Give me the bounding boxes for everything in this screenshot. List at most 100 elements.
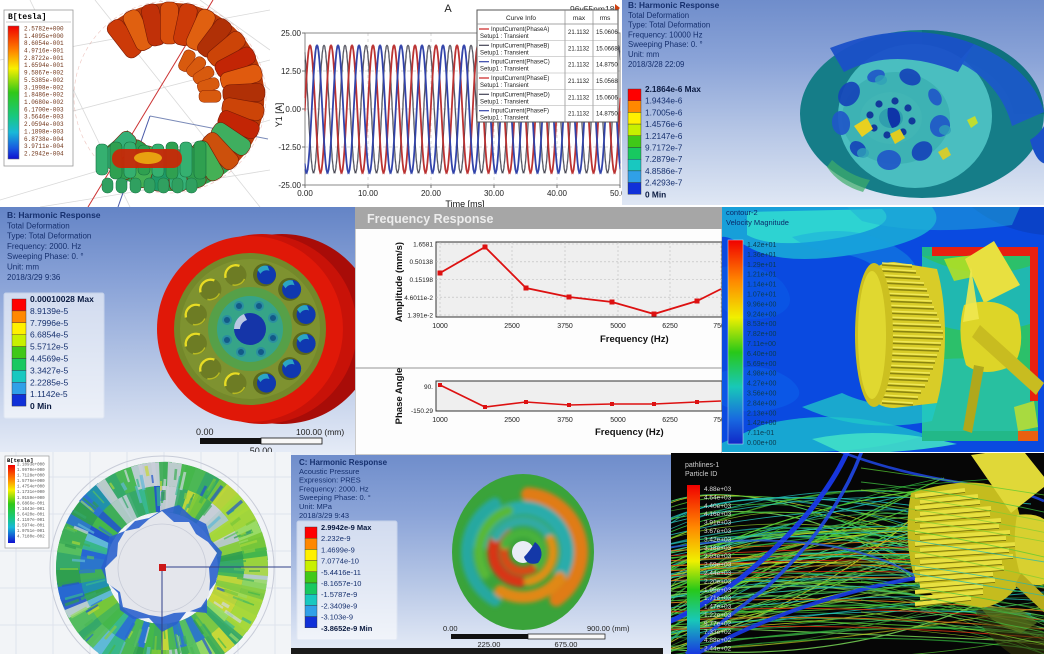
svg-text:InputCurrent(PhaseD): InputCurrent(PhaseD) xyxy=(491,92,550,98)
svg-text:Phase Angle: Phase Angle xyxy=(394,368,405,425)
svg-text:1.95e+03: 1.95e+03 xyxy=(704,587,732,594)
svg-text:Curve Info: Curve Info xyxy=(506,15,536,22)
svg-text:2.20e+03: 2.20e+03 xyxy=(704,578,732,585)
svg-text:21.1132: 21.1132 xyxy=(568,112,590,118)
svg-text:15.0606: 15.0606 xyxy=(596,30,618,36)
svg-text:Y1 [A]: Y1 [A] xyxy=(274,103,284,128)
svg-text:1.0159e+000: 1.0159e+000 xyxy=(17,497,45,501)
svg-text:Setup1 : Transient: Setup1 : Transient xyxy=(480,67,529,73)
svg-text:9.24e+00: 9.24e+00 xyxy=(747,311,776,318)
svg-text:3750: 3750 xyxy=(557,417,573,424)
svg-text:15.0668: 15.0668 xyxy=(596,46,618,52)
svg-text:1.0680e-002: 1.0680e-002 xyxy=(24,99,64,106)
svg-text:15.0606: 15.0606 xyxy=(596,95,618,101)
svg-text:0.00: 0.00 xyxy=(285,105,301,114)
svg-text:InputCurrent(PhaseE): InputCurrent(PhaseE) xyxy=(491,76,549,82)
svg-text:Type: Total Deformation: Type: Total Deformation xyxy=(628,21,710,30)
svg-text:rms: rms xyxy=(600,15,612,22)
svg-text:Expression: PRES: Expression: PRES xyxy=(299,476,361,485)
svg-text:7.2879e-7: 7.2879e-7 xyxy=(645,154,683,164)
svg-text:14.8750: 14.8750 xyxy=(596,63,618,69)
svg-text:1.4754e+000: 1.4754e+000 xyxy=(17,486,45,490)
svg-text:Velocity Magnitude: Velocity Magnitude xyxy=(726,218,789,227)
svg-text:1.9970e+000: 1.9970e+000 xyxy=(17,469,45,473)
svg-text:1.14e+01: 1.14e+01 xyxy=(747,282,776,289)
svg-text:6250: 6250 xyxy=(662,323,678,330)
svg-text:30.00: 30.00 xyxy=(484,189,505,198)
svg-text:2.44e+03: 2.44e+03 xyxy=(704,570,732,577)
svg-text:Sweeping Phase: 0. °: Sweeping Phase: 0. ° xyxy=(628,40,703,49)
svg-text:4.64e+03: 4.64e+03 xyxy=(704,494,732,501)
svg-text:4.7180e-002: 4.7180e-002 xyxy=(17,536,45,540)
svg-text:10.00: 10.00 xyxy=(358,189,379,198)
svg-text:2.232e-9: 2.232e-9 xyxy=(321,534,351,543)
svg-text:2.44e+02: 2.44e+02 xyxy=(704,646,732,653)
svg-text:9.7172e-7: 9.7172e-7 xyxy=(645,143,683,153)
svg-text:7500: 7500 xyxy=(713,323,722,330)
svg-text:1000: 1000 xyxy=(432,417,448,424)
svg-text:1.391e-2: 1.391e-2 xyxy=(407,313,433,320)
svg-text:8.6054e-001: 8.6054e-001 xyxy=(24,40,64,47)
svg-text:3.91e+03: 3.91e+03 xyxy=(704,520,732,527)
svg-text:9.77e+02: 9.77e+02 xyxy=(704,620,732,627)
svg-text:21.1132: 21.1132 xyxy=(568,79,590,85)
svg-text:0.15198: 0.15198 xyxy=(410,277,434,284)
svg-text:1.4699e-9: 1.4699e-9 xyxy=(321,545,355,554)
svg-text:7.33e+02: 7.33e+02 xyxy=(704,629,732,636)
svg-text:5.5385e-002: 5.5385e-002 xyxy=(24,77,64,84)
svg-text:1.36e+01: 1.36e+01 xyxy=(747,252,776,259)
svg-text:6.6854e-5: 6.6854e-5 xyxy=(30,330,69,340)
svg-text:6.40e+00: 6.40e+00 xyxy=(747,351,776,358)
svg-text:4.88e+03: 4.88e+03 xyxy=(704,486,732,493)
svg-text:1.22e+03: 1.22e+03 xyxy=(704,612,732,619)
svg-text:21.1132: 21.1132 xyxy=(568,95,590,101)
svg-text:8.9139e-5: 8.9139e-5 xyxy=(30,306,69,316)
svg-text:1.42e+01: 1.42e+01 xyxy=(747,242,776,249)
svg-text:21.1132: 21.1132 xyxy=(568,46,590,52)
svg-text:Unit: MPa: Unit: MPa xyxy=(299,502,333,511)
svg-text:InputCurrent(PhaseC): InputCurrent(PhaseC) xyxy=(491,60,550,66)
svg-text:Type: Total Deformation: Type: Total Deformation xyxy=(7,232,91,241)
svg-text:6.8738e-004: 6.8738e-004 xyxy=(24,136,64,143)
svg-text:8.53e+00: 8.53e+00 xyxy=(747,321,776,328)
svg-text:5.6420e-001: 5.6420e-001 xyxy=(17,513,45,517)
svg-text:1.0751e-001: 1.0751e-001 xyxy=(17,530,45,534)
svg-text:5.5712e-5: 5.5712e-5 xyxy=(30,342,69,352)
svg-text:20.00: 20.00 xyxy=(421,189,442,198)
svg-text:3.9711e-004: 3.9711e-004 xyxy=(24,143,64,150)
svg-text:1.8486e-002: 1.8486e-002 xyxy=(24,92,64,99)
svg-text:7.1643e-001: 7.1643e-001 xyxy=(17,508,45,512)
svg-text:900.00 (mm): 900.00 (mm) xyxy=(587,624,630,633)
svg-text:4.88e+02: 4.88e+02 xyxy=(704,637,732,644)
svg-text:4.98e+00: 4.98e+00 xyxy=(747,371,776,378)
svg-text:2.5782e+000: 2.5782e+000 xyxy=(24,26,64,33)
svg-text:4.1197e-001: 4.1197e-001 xyxy=(17,519,45,523)
svg-text:50.00: 50.00 xyxy=(250,446,273,455)
svg-text:6250: 6250 xyxy=(662,417,678,424)
svg-text:6.1700e-003: 6.1700e-003 xyxy=(24,106,64,113)
svg-text:4.6011e-2: 4.6011e-2 xyxy=(404,295,433,302)
svg-text:Frequency: 2000. Hz: Frequency: 2000. Hz xyxy=(299,484,369,493)
svg-text:Frequency: 2000. Hz: Frequency: 2000. Hz xyxy=(7,242,81,251)
svg-text:InputCurrent(PhaseF): InputCurrent(PhaseF) xyxy=(491,109,549,115)
svg-text:A: A xyxy=(444,3,452,15)
svg-text:-5.4416e-11: -5.4416e-11 xyxy=(321,568,361,577)
svg-text:7.11e+00: 7.11e+00 xyxy=(747,341,776,348)
svg-text:1.5776e+000: 1.5776e+000 xyxy=(17,480,45,484)
svg-text:B: Harmonic Response: B: Harmonic Response xyxy=(7,210,101,220)
svg-text:15.0568: 15.0568 xyxy=(596,79,618,85)
svg-text:4.9716e-001: 4.9716e-001 xyxy=(24,48,64,55)
svg-text:1.4576e-6: 1.4576e-6 xyxy=(645,119,683,129)
svg-text:Setup1 : Transient: Setup1 : Transient xyxy=(480,99,529,105)
svg-text:1.2147e-6: 1.2147e-6 xyxy=(645,131,683,141)
svg-text:-3.8652e-9 Min: -3.8652e-9 Min xyxy=(321,624,373,633)
svg-text:Time [ms]: Time [ms] xyxy=(445,199,484,207)
svg-text:Setup1 : Transient: Setup1 : Transient xyxy=(480,83,529,89)
svg-text:7.0774e-10: 7.0774e-10 xyxy=(321,557,359,566)
svg-text:C: Harmonic Response: C: Harmonic Response xyxy=(299,458,388,467)
svg-text:2.0594e-003: 2.0594e-003 xyxy=(24,121,64,128)
svg-text:0.50138: 0.50138 xyxy=(410,259,434,266)
svg-text:Setup1 : Transient: Setup1 : Transient xyxy=(480,34,529,40)
svg-text:9.5867e-002: 9.5867e-002 xyxy=(24,70,64,77)
svg-text:100.00 (mm): 100.00 (mm) xyxy=(296,427,344,437)
